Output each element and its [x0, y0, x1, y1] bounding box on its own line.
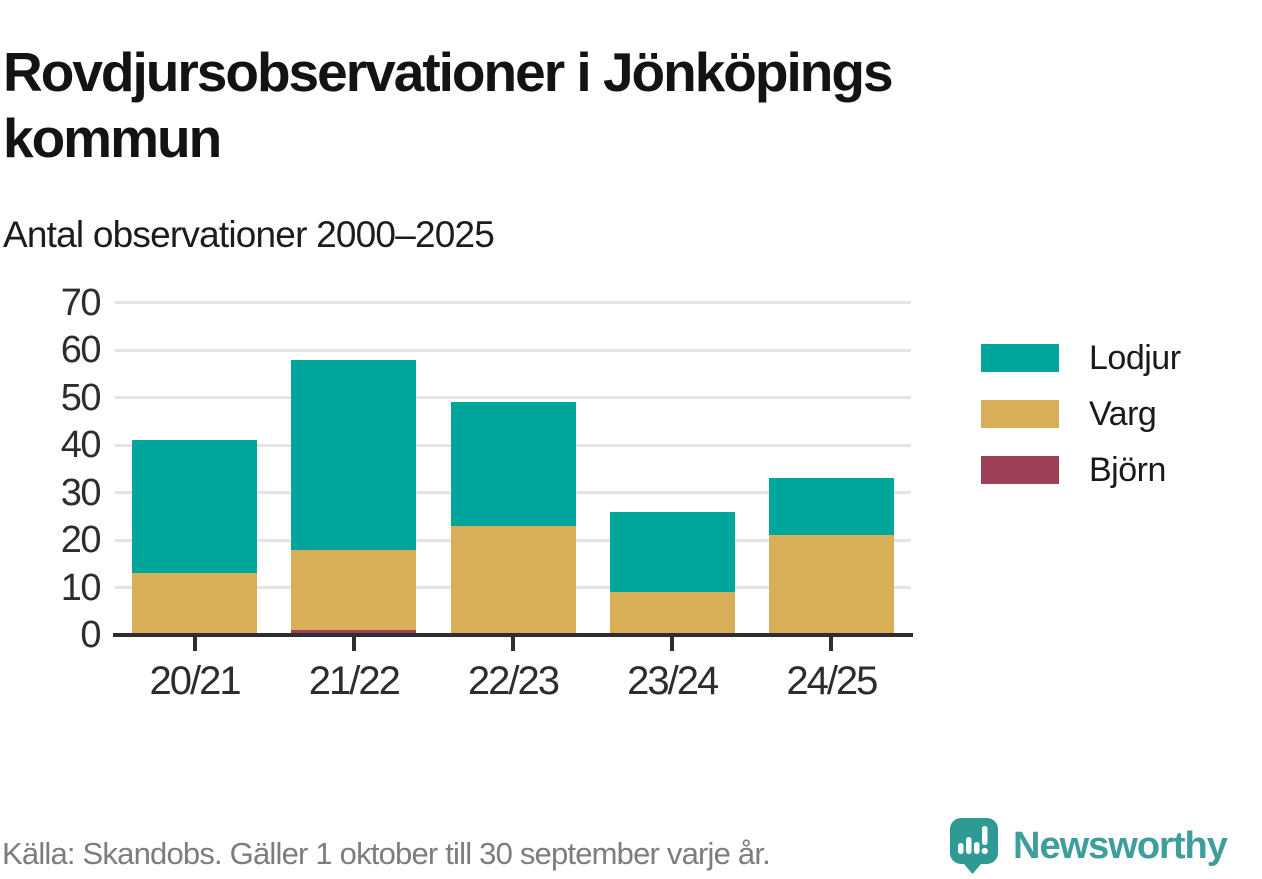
stacked-bar-22/23 — [450, 402, 576, 635]
chart-area: 0 10 20 30 40 50 60 70 20/21 21/22 22/23 23/24 24/2… — [61, 282, 913, 703]
gridline-50 — [115, 396, 911, 400]
stacked-bar-23/24 — [609, 511, 735, 635]
x-axis-tick — [511, 637, 515, 651]
chart-subtitle: Antal observationer 2000–2025 — [3, 214, 495, 255]
bar-segment-lodjur — [609, 511, 735, 593]
y-axis-tick-label: 20 — [60, 519, 102, 562]
legend-label: Varg — [1089, 394, 1157, 433]
x-axis-tick — [192, 637, 197, 651]
legend-label: Björn — [1089, 450, 1166, 489]
y-axis-tick-label: 30 — [60, 471, 102, 514]
bar-segment-lodjur — [132, 440, 258, 574]
y-axis-tick-label: 40 — [60, 424, 102, 467]
y-axis-tick-label: 70 — [60, 281, 102, 324]
source-note: Källa: Skandobs. Gäller 1 oktober till 3… — [2, 836, 771, 871]
stacked-bar-20/21 — [132, 440, 258, 635]
bar-segment-varg — [132, 573, 258, 635]
y-axis-tick-label: 60 — [60, 329, 102, 372]
bar-segment-varg — [450, 525, 576, 635]
bar-segment-varg — [609, 592, 735, 635]
stacked-bar-24/25 — [768, 478, 894, 635]
bar-segment-björn — [291, 630, 417, 635]
x-axis-tick-label: 20/21 — [149, 659, 242, 703]
bar-segment-lodjur — [291, 359, 417, 550]
y-axis-tick-label: 50 — [60, 376, 102, 419]
stacked-bar-21/22 — [291, 359, 417, 635]
legend-item-björn: Björn — [981, 451, 1181, 489]
bar-segment-varg — [768, 535, 894, 635]
legend-item-lodjur: Lodjur — [981, 339, 1181, 377]
x-axis-tick — [829, 637, 834, 651]
chart-legend: Lodjur Varg Björn — [981, 339, 1181, 512]
page-title: Rovdjursobservationer i Jönköpings kommu… — [3, 40, 894, 169]
legend-swatch — [981, 456, 1059, 484]
x-axis-line — [113, 633, 913, 637]
bar-segment-lodjur — [450, 402, 576, 526]
legend-swatch — [981, 400, 1059, 428]
x-axis-tick — [670, 637, 675, 651]
x-axis-tick — [351, 637, 356, 651]
y-axis-tick-label: 10 — [60, 566, 102, 609]
brand-name: Newsworthy — [1013, 825, 1228, 867]
x-axis-tick-label: 21/22 — [308, 659, 401, 703]
legend-swatch — [981, 344, 1059, 372]
x-axis-tick-label: 22/23 — [467, 659, 560, 703]
x-axis-tick-label: 24/25 — [786, 659, 878, 703]
bar-segment-lodjur — [768, 478, 894, 536]
gridline-70 — [115, 301, 911, 305]
bar-segment-varg — [291, 549, 417, 631]
y-axis-tick-label: 0 — [80, 614, 101, 656]
newsworthy-chart-bubble-icon — [950, 818, 998, 874]
gridline-60 — [115, 348, 911, 352]
legend-label: Lodjur — [1089, 338, 1181, 377]
x-axis-tick-label: 23/24 — [627, 659, 719, 703]
legend-item-varg: Varg — [981, 395, 1181, 433]
newsworthy-logo: Newsworthy — [949, 817, 1228, 875]
